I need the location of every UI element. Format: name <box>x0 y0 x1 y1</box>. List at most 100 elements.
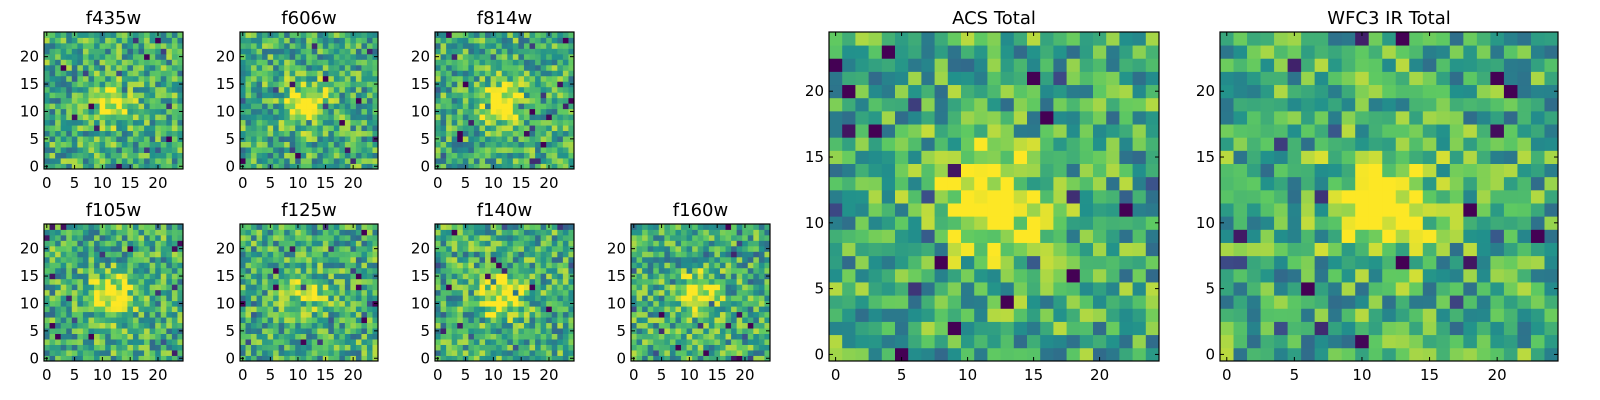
heatmap-cell <box>361 328 368 334</box>
heatmap-cell <box>350 75 357 82</box>
heatmap-cell <box>446 234 453 241</box>
heatmap-cell <box>66 64 73 71</box>
heatmap-cell <box>842 347 856 362</box>
heatmap-cell <box>110 262 117 269</box>
heatmap-cell <box>507 350 514 356</box>
heatmap-cell <box>507 262 514 269</box>
heatmap-cell <box>987 295 1001 309</box>
heatmap-cell <box>855 216 869 230</box>
heatmap-cell <box>71 245 78 252</box>
heatmap-cell <box>501 344 508 351</box>
heatmap-cell <box>1013 216 1028 230</box>
axes-frame <box>434 31 575 170</box>
heatmap-cell <box>300 240 307 247</box>
heatmap-cell <box>546 295 553 302</box>
heatmap-cell <box>132 158 139 164</box>
heatmap-cell <box>44 311 50 318</box>
heatmap-cell <box>300 256 307 263</box>
heatmap-cell <box>273 284 280 291</box>
heatmap-cell <box>568 278 575 285</box>
heatmap-cell <box>256 234 263 241</box>
heatmap-cell <box>121 158 128 164</box>
heatmap-cell <box>551 234 558 241</box>
heatmap-cell <box>94 81 100 88</box>
heatmap-cell <box>546 229 553 236</box>
heatmap-cell <box>267 147 274 153</box>
heatmap-cell <box>501 130 508 137</box>
heatmap-cell <box>295 267 302 274</box>
heatmap-cell <box>355 81 362 88</box>
heatmap-cell <box>149 130 156 137</box>
heatmap-cell <box>155 306 162 313</box>
heatmap-cell <box>110 240 117 247</box>
heatmap-cell <box>490 130 497 137</box>
heatmap-cell <box>546 147 553 153</box>
heatmap-cell <box>501 273 508 280</box>
heatmap-cell <box>1053 268 1067 283</box>
heatmap-cell <box>496 322 503 329</box>
heatmap-cell <box>350 229 357 236</box>
heatmap-cell <box>71 278 78 285</box>
heatmap-cell <box>245 81 252 88</box>
heatmap-cell <box>339 119 346 126</box>
heatmap-cell <box>328 70 335 77</box>
heatmap-cell <box>753 350 760 356</box>
heatmap-cell <box>1106 189 1120 204</box>
heatmap-cell <box>278 339 285 345</box>
heatmap-cell <box>284 224 291 230</box>
heatmap-cell <box>568 229 575 236</box>
heatmap-cell <box>138 81 145 88</box>
heatmap-cell <box>160 300 167 307</box>
heatmap-cell <box>546 289 553 296</box>
heatmap-cell <box>512 158 519 164</box>
heatmap-cell <box>523 322 530 329</box>
heatmap-cell <box>256 108 263 115</box>
heatmap-cell <box>55 75 62 82</box>
heatmap-cell <box>714 229 721 236</box>
heatmap-cell <box>361 32 368 38</box>
heatmap-cell <box>703 234 710 241</box>
heatmap-cell <box>719 278 726 285</box>
heatmap-cell <box>512 328 519 334</box>
heatmap-cell <box>568 224 575 230</box>
heatmap-cell <box>1040 334 1054 349</box>
heatmap-cell <box>647 278 654 285</box>
heatmap-cell <box>947 176 962 191</box>
heatmap-cell <box>149 152 156 159</box>
heatmap-cell <box>177 317 184 324</box>
heatmap-cell <box>507 114 514 121</box>
heatmap-cell <box>485 251 491 258</box>
heatmap-cell <box>339 103 346 110</box>
heatmap-cell <box>496 119 503 126</box>
heatmap-cell <box>127 256 134 263</box>
heatmap-cell <box>82 108 89 115</box>
heatmap-cell <box>908 347 922 362</box>
heatmap-cell <box>71 86 78 93</box>
heatmap-cell <box>317 344 324 351</box>
heatmap-cell <box>177 70 184 77</box>
heatmap-cell <box>451 245 458 252</box>
heatmap-cell <box>149 119 156 126</box>
heatmap-cell <box>333 328 340 334</box>
heatmap-cell <box>77 245 84 252</box>
y-tick-label: 10 <box>411 102 430 120</box>
heatmap-cell <box>171 289 178 296</box>
heatmap-cell <box>177 42 184 49</box>
heatmap-cell <box>485 125 491 132</box>
heatmap-cell <box>116 245 123 252</box>
heatmap-cell <box>703 344 710 351</box>
heatmap-cell <box>361 158 368 164</box>
heatmap-cell <box>300 300 307 307</box>
heatmap-cell <box>446 59 453 66</box>
heatmap-cell <box>523 339 530 345</box>
heatmap-cell <box>295 136 302 142</box>
heatmap-cell <box>105 64 112 71</box>
y-tick-label: 0 <box>225 349 235 367</box>
heatmap-cell <box>642 256 649 263</box>
heatmap-cell <box>88 328 95 334</box>
heatmap-cell <box>518 64 525 71</box>
heatmap-cell <box>328 163 335 170</box>
heatmap-cell <box>496 59 503 66</box>
heatmap-cell <box>71 147 78 153</box>
heatmap-cell <box>278 267 285 274</box>
